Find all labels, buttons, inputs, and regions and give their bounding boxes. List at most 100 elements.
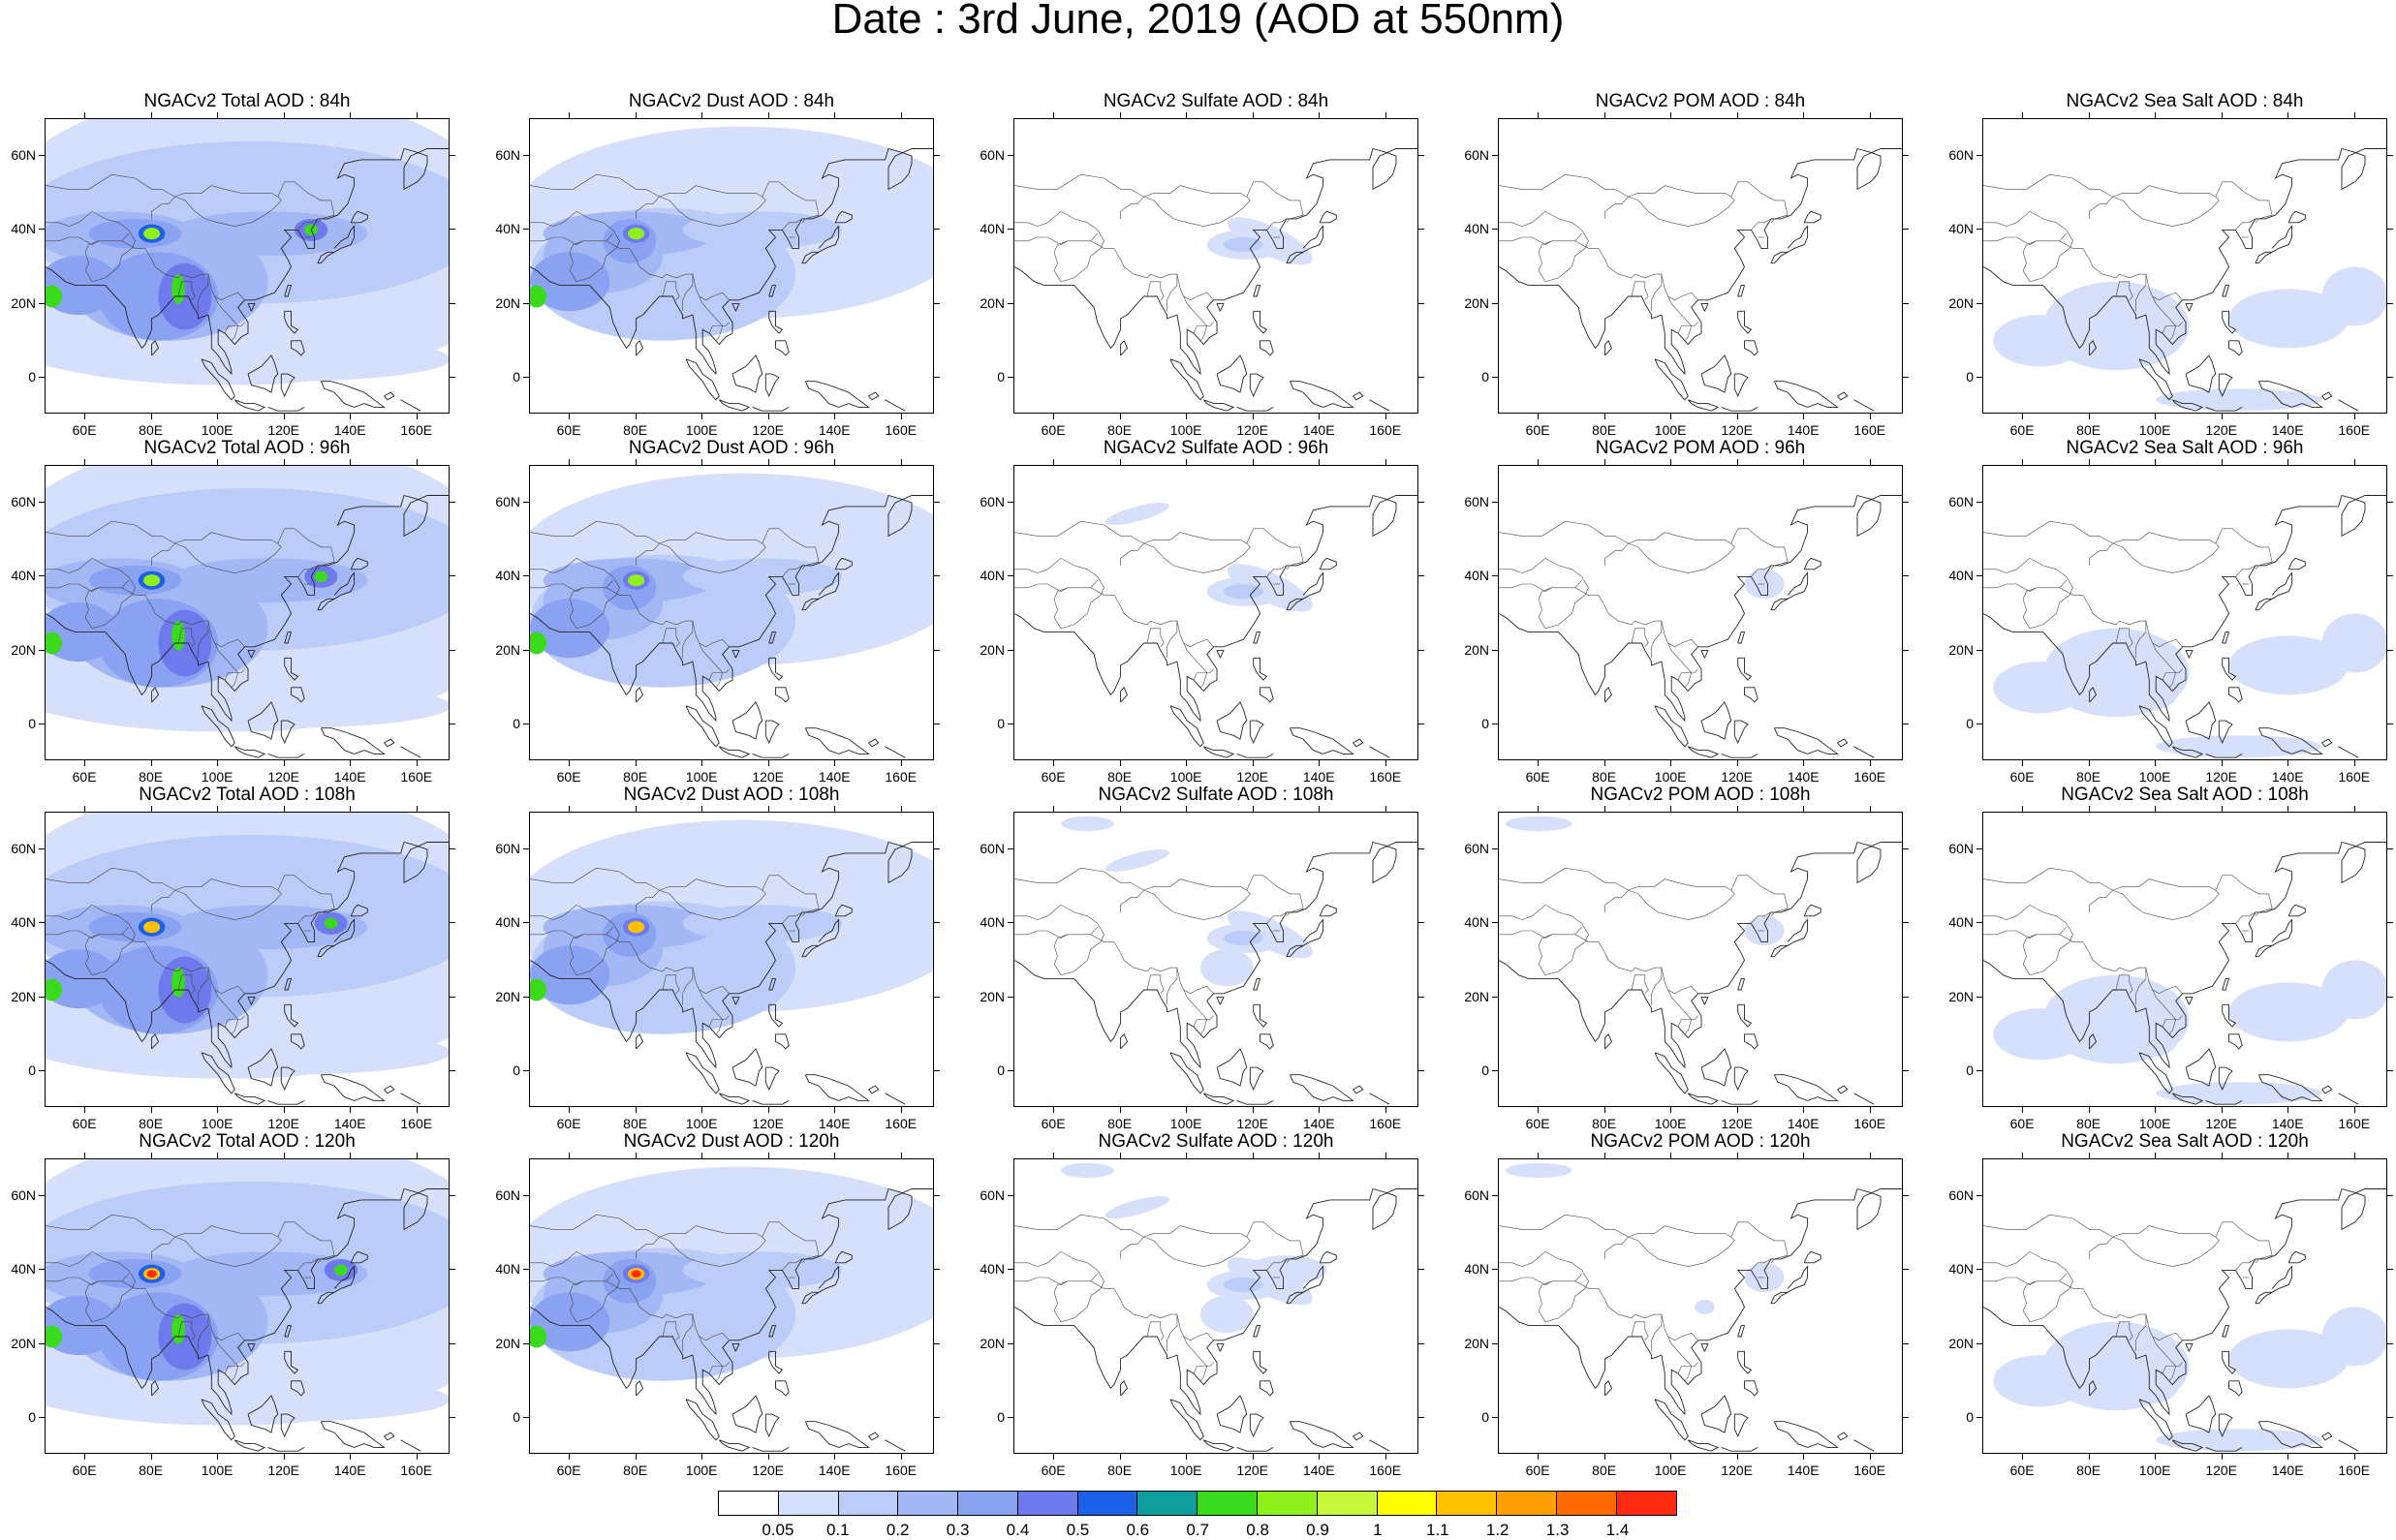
coastline [2257, 381, 2323, 408]
country-border [198, 1314, 209, 1352]
lat-tick-mark [934, 575, 940, 577]
coastline [2218, 1066, 2233, 1092]
aod-field-region [530, 631, 547, 655]
coastline [2228, 1380, 2243, 1397]
lon-tick-mark [900, 112, 902, 118]
lon-tick-mark [2022, 760, 2024, 766]
map-panel [1982, 812, 2387, 1107]
country-border [1014, 930, 1039, 936]
coastline [2222, 1003, 2237, 1028]
lon-tick-mark [84, 1153, 86, 1158]
lon-tick-mark [1603, 112, 1605, 118]
country-border [1038, 1277, 1068, 1285]
aod-field-region [1223, 931, 1263, 946]
lon-tick-mark [2287, 112, 2289, 118]
lat-tick-mark [1976, 155, 1982, 157]
lon-tick-label: 100E [2138, 1463, 2171, 1478]
country-border [224, 1362, 245, 1374]
coastline [1253, 631, 1261, 644]
coastline [400, 1439, 421, 1452]
lat-tick-label: 0 [1966, 1408, 1974, 1425]
lat-tick-label: 40N [1948, 914, 1974, 931]
aod-field-region [656, 1321, 723, 1367]
aod-field-region [1993, 315, 2087, 367]
lat-tick-mark [2387, 376, 2393, 378]
lat-tick-label: 60N [980, 1187, 1005, 1204]
coastline [1319, 1250, 1337, 1264]
lon-tick-mark [2353, 1107, 2355, 1113]
lat-tick-mark [450, 848, 455, 850]
lon-tick-label: 80E [623, 1463, 648, 1478]
coastline [2205, 1099, 2243, 1105]
lon-tick-mark [2155, 1454, 2157, 1460]
country-border [553, 1277, 583, 1285]
lat-tick-label: 60N [11, 841, 36, 857]
lon-tick-mark [217, 1107, 219, 1113]
country-border [1167, 1314, 1178, 1352]
coastline [2171, 746, 2204, 758]
panel-title: NGACv2 POM AOD : 96h [1595, 438, 1806, 458]
coastline [1737, 631, 1746, 644]
coastline [868, 1085, 880, 1094]
lon-tick-mark [2221, 1153, 2223, 1158]
lat-tick-mark [934, 502, 940, 504]
lon-tick-mark [84, 112, 86, 118]
country-border [1014, 583, 1039, 589]
coastline [834, 210, 853, 224]
coastline [1737, 978, 1746, 991]
coastline [1253, 1325, 1261, 1338]
coastline [1236, 753, 1274, 758]
country-border [46, 520, 335, 570]
aod-field-region [530, 285, 547, 308]
lon-tick-mark [1252, 1153, 1254, 1158]
country-border [46, 236, 70, 242]
country-border [2135, 621, 2147, 659]
lon-tick-mark [1385, 1153, 1386, 1158]
country-border [1014, 1250, 1105, 1323]
lat-tick-label: 20N [11, 641, 36, 658]
country-border [1146, 1321, 1165, 1341]
country-border [1604, 889, 1629, 912]
coastline [400, 1093, 421, 1105]
lat-tick-mark [39, 302, 45, 304]
coastline [1700, 354, 1732, 393]
lat-tick-label: 20N [495, 1335, 520, 1351]
lat-tick-mark [1418, 1269, 1424, 1271]
coastline [775, 687, 790, 703]
coastline [1499, 147, 1902, 376]
lon-tick-mark [635, 1107, 637, 1113]
lon-tick-mark [1538, 112, 1540, 118]
coastline [2222, 310, 2237, 334]
aod-field-region [682, 558, 843, 596]
country-border [708, 1015, 730, 1028]
lon-tick-mark [1869, 1153, 1871, 1158]
coastline [2185, 1395, 2217, 1433]
coastline [1202, 1439, 1235, 1452]
coastline [384, 391, 395, 401]
coastline [284, 1350, 299, 1374]
country-border [636, 1236, 660, 1259]
coastline [1169, 705, 1204, 748]
coastline [1803, 904, 1821, 917]
country-border [1631, 1321, 1649, 1341]
lat-tick-mark [1418, 996, 1424, 998]
country-border [297, 1258, 319, 1271]
lon-tick-mark [1252, 459, 1254, 465]
aod-field-region [1060, 816, 1114, 832]
lat-tick-label: 20N [1464, 1335, 1489, 1351]
lon-tick-mark [1319, 112, 1321, 118]
lon-tick-label: 100E [201, 1116, 233, 1131]
coastline [1014, 841, 1417, 1069]
country-border [1522, 583, 1552, 592]
lon-tick-label: 140E [1302, 422, 1335, 438]
lon-tick-mark [2088, 1153, 2090, 1158]
lon-tick-mark [635, 414, 637, 419]
lon-tick-mark [569, 1153, 571, 1158]
aod-field-region [1246, 1255, 1327, 1285]
coastline [1289, 727, 1354, 755]
lon-tick-label: 160E [1369, 1463, 1402, 1478]
coastline [2089, 1032, 2098, 1050]
lon-tick-mark [1119, 806, 1121, 812]
lat-tick-mark [39, 848, 45, 850]
lat-tick-mark [39, 502, 45, 504]
